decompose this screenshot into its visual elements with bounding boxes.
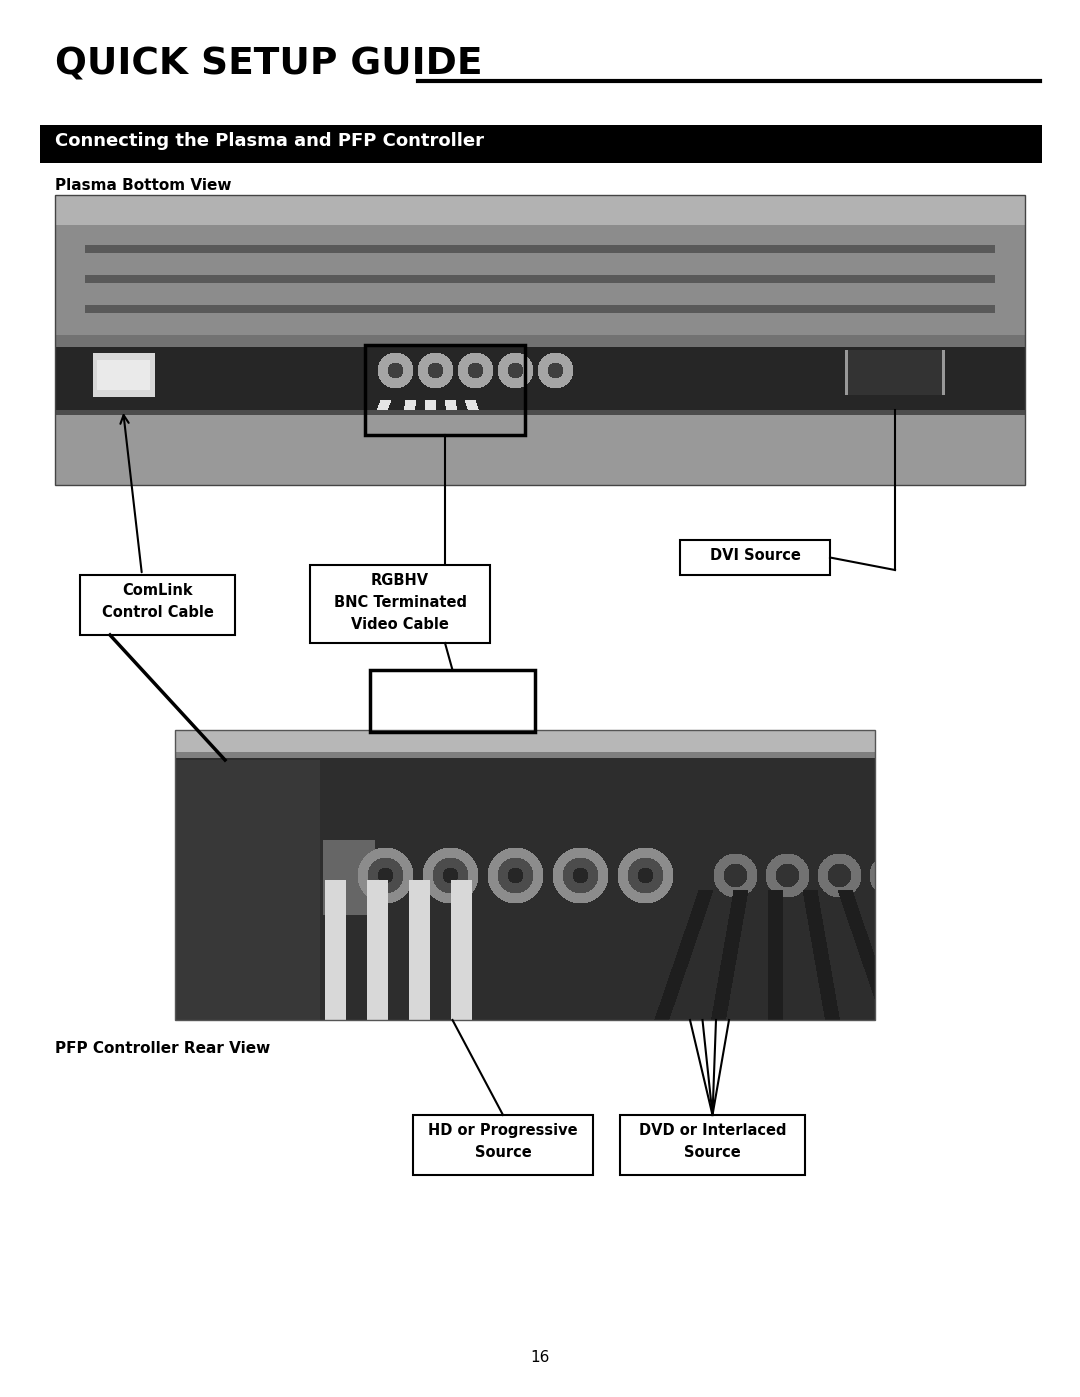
Text: 16: 16	[530, 1350, 550, 1365]
Bar	[40, 124, 1042, 163]
Text: DVI Source: DVI Source	[710, 548, 800, 563]
Bar	[680, 541, 831, 576]
Bar	[55, 196, 1025, 485]
Bar	[365, 345, 525, 434]
Bar	[175, 731, 875, 1020]
Bar	[413, 1115, 593, 1175]
Text: ComLink
Control Cable: ComLink Control Cable	[102, 583, 214, 620]
Bar	[80, 576, 235, 636]
Text: DVD or Interlaced
Source: DVD or Interlaced Source	[638, 1123, 786, 1160]
Bar	[370, 671, 535, 732]
Text: Connecting the Plasma and PFP Controller: Connecting the Plasma and PFP Controller	[55, 131, 484, 149]
Text: PFP Controller Rear View: PFP Controller Rear View	[55, 1041, 270, 1056]
Text: Plasma Bottom View: Plasma Bottom View	[55, 177, 231, 193]
Text: QUICK SETUP GUIDE: QUICK SETUP GUIDE	[55, 47, 483, 82]
Text: RGBHV
BNC Terminated
Video Cable: RGBHV BNC Terminated Video Cable	[334, 573, 467, 633]
Bar	[620, 1115, 805, 1175]
Bar	[310, 564, 490, 643]
Text: HD or Progressive
Source: HD or Progressive Source	[428, 1123, 578, 1160]
